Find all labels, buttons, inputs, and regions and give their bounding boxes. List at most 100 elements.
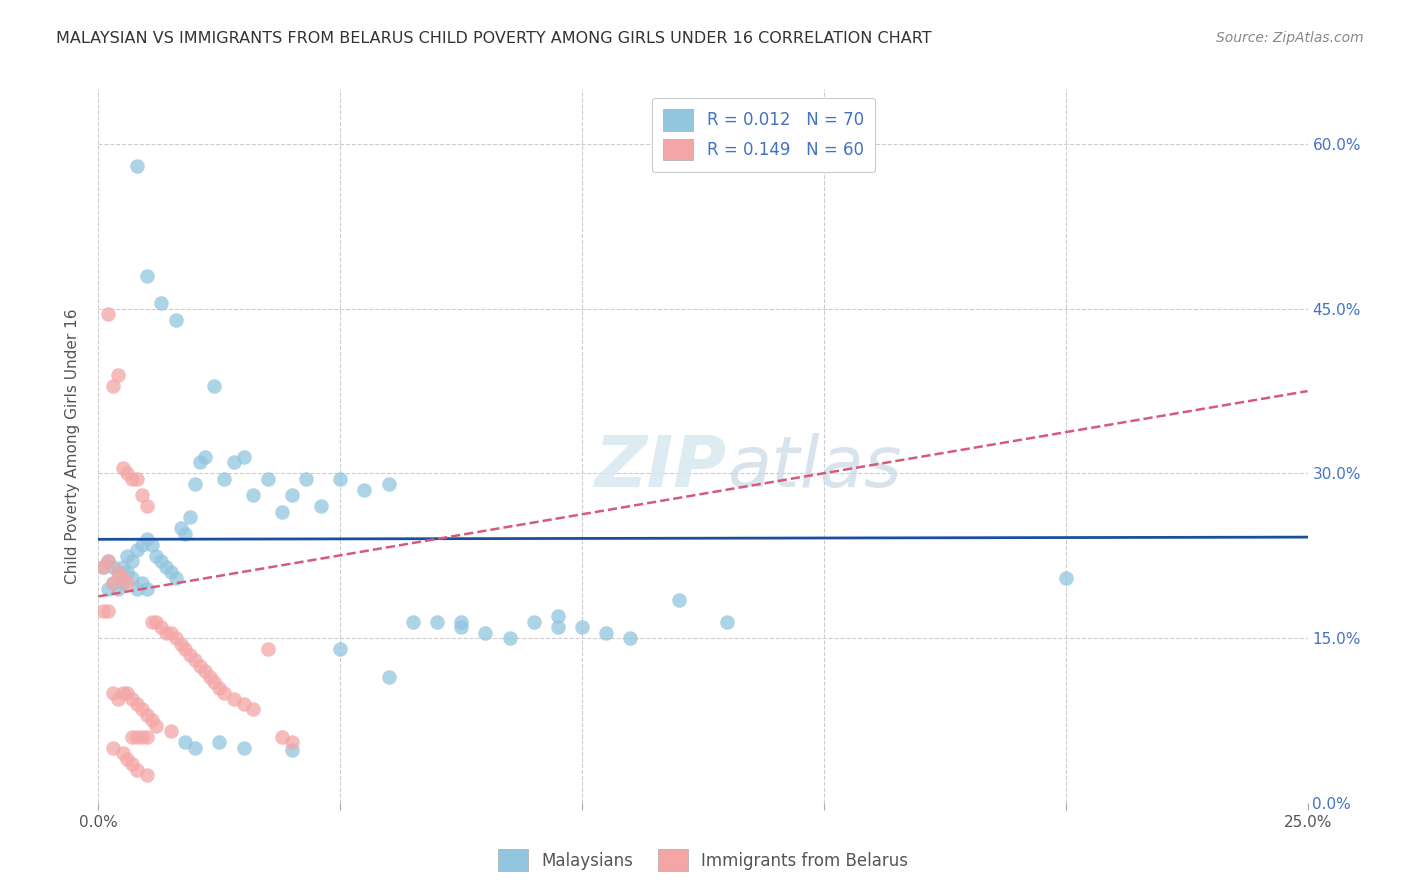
Text: atlas: atlas xyxy=(727,433,901,502)
Point xyxy=(107,368,129,382)
Point xyxy=(222,455,245,469)
Point xyxy=(271,505,294,519)
Point xyxy=(117,576,139,591)
Point xyxy=(135,768,157,782)
Point xyxy=(208,735,231,749)
Point xyxy=(97,582,120,596)
Point xyxy=(165,571,187,585)
Point xyxy=(145,549,167,563)
Point xyxy=(131,576,153,591)
Point xyxy=(426,615,449,629)
Point xyxy=(101,378,124,392)
Point xyxy=(184,740,207,755)
Point xyxy=(117,549,139,563)
Point xyxy=(121,571,143,585)
Point xyxy=(309,500,332,514)
Point xyxy=(1054,571,1077,585)
Point xyxy=(135,730,157,744)
Point xyxy=(242,488,264,502)
Point xyxy=(97,604,120,618)
Point xyxy=(716,615,738,629)
Point xyxy=(101,576,124,591)
Point xyxy=(329,472,352,486)
Point xyxy=(135,708,157,723)
Point xyxy=(145,719,167,733)
Text: Source: ZipAtlas.com: Source: ZipAtlas.com xyxy=(1216,31,1364,45)
Point xyxy=(131,730,153,744)
Point xyxy=(127,159,149,173)
Point xyxy=(135,582,157,596)
Point xyxy=(450,615,472,629)
Point xyxy=(232,697,254,711)
Point xyxy=(141,615,163,629)
Point xyxy=(377,669,399,683)
Point xyxy=(127,730,149,744)
Point xyxy=(117,752,139,766)
Point xyxy=(281,743,304,757)
Point xyxy=(188,455,211,469)
Point xyxy=(91,604,114,618)
Point xyxy=(212,686,235,700)
Point xyxy=(160,625,183,640)
Point xyxy=(256,472,278,486)
Point xyxy=(101,740,124,755)
Y-axis label: Child Poverty Among Girls Under 16: Child Poverty Among Girls Under 16 xyxy=(65,309,80,583)
Point xyxy=(111,559,134,574)
Point xyxy=(547,609,569,624)
Point xyxy=(169,637,191,651)
Point xyxy=(121,757,143,772)
Point xyxy=(127,763,149,777)
Point xyxy=(101,559,124,574)
Point xyxy=(111,686,134,700)
Point xyxy=(281,735,304,749)
Point xyxy=(131,538,153,552)
Point xyxy=(668,592,690,607)
Point xyxy=(271,730,294,744)
Point xyxy=(101,686,124,700)
Point xyxy=(232,740,254,755)
Point xyxy=(97,554,120,568)
Point xyxy=(91,559,114,574)
Point xyxy=(150,554,173,568)
Point xyxy=(329,642,352,657)
Point xyxy=(121,691,143,706)
Point xyxy=(179,510,201,524)
Point xyxy=(111,747,134,761)
Point xyxy=(169,521,191,535)
Point xyxy=(135,500,157,514)
Point xyxy=(281,488,304,502)
Point xyxy=(107,566,129,580)
Point xyxy=(174,735,197,749)
Point xyxy=(91,559,114,574)
Point xyxy=(188,658,211,673)
Point xyxy=(135,268,157,283)
Point xyxy=(141,538,163,552)
Point xyxy=(117,467,139,481)
Point xyxy=(117,686,139,700)
Point xyxy=(111,576,134,591)
Point xyxy=(204,675,226,690)
Point xyxy=(127,582,149,596)
Point xyxy=(474,625,496,640)
Point xyxy=(174,642,197,657)
Point xyxy=(97,307,120,321)
Point xyxy=(107,566,129,580)
Point xyxy=(204,378,226,392)
Point xyxy=(150,296,173,310)
Point xyxy=(523,615,546,629)
Point xyxy=(127,472,149,486)
Point xyxy=(242,702,264,716)
Point xyxy=(155,625,177,640)
Point xyxy=(208,681,231,695)
Point xyxy=(101,576,124,591)
Point xyxy=(111,571,134,585)
Legend: Malaysians, Immigrants from Belarus: Malaysians, Immigrants from Belarus xyxy=(489,841,917,880)
Point xyxy=(111,461,134,475)
Point xyxy=(117,566,139,580)
Point xyxy=(450,620,472,634)
Point xyxy=(547,620,569,634)
Point xyxy=(194,664,217,678)
Point xyxy=(184,477,207,491)
Text: MALAYSIAN VS IMMIGRANTS FROM BELARUS CHILD POVERTY AMONG GIRLS UNDER 16 CORRELAT: MALAYSIAN VS IMMIGRANTS FROM BELARUS CHI… xyxy=(56,31,932,46)
Point xyxy=(107,582,129,596)
